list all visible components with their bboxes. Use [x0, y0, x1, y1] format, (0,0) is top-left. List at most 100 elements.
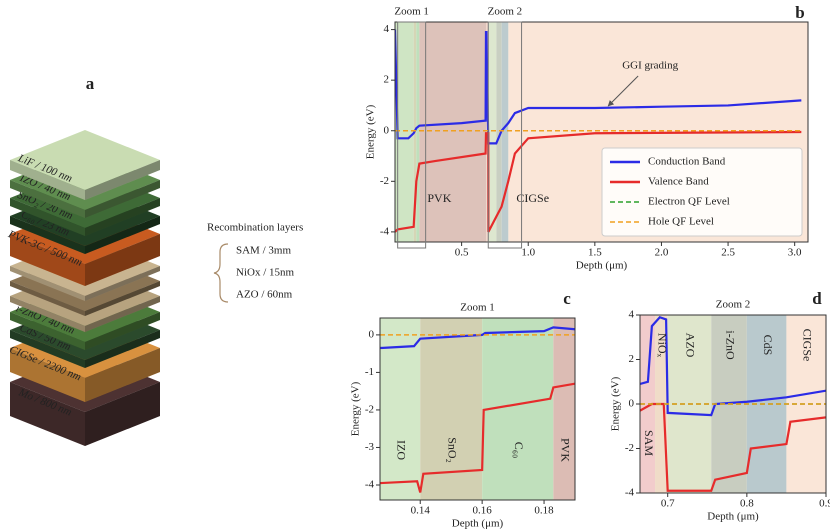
- region-label: PVK: [427, 191, 451, 205]
- panel-label: a: [86, 74, 95, 93]
- layer-shade: [85, 266, 160, 301]
- layer-left: [10, 198, 85, 236]
- layer-shade: [10, 266, 85, 301]
- x-tick-label: 0.8: [740, 498, 754, 510]
- plot-area: [640, 315, 826, 493]
- layer-shade: [85, 160, 160, 200]
- region: [395, 22, 414, 242]
- annotation: GGI grading: [622, 60, 678, 72]
- layer-shade: [85, 216, 160, 254]
- x-tick-label: 3.0: [788, 247, 802, 259]
- annotation-arrow: [607, 75, 639, 107]
- layer-left: [10, 160, 85, 200]
- layer-right: [85, 312, 160, 350]
- layer-shade: [10, 382, 85, 446]
- x-tick-label: 0.16: [473, 505, 493, 517]
- y-axis-label: Energy (eV): [610, 376, 622, 431]
- x-tick-label: 0.9: [819, 498, 830, 510]
- layer-shade: [85, 296, 160, 332]
- region-label: i-ZnO: [723, 330, 737, 360]
- layer-shade: [10, 180, 85, 218]
- y-tick-label: -4: [625, 487, 635, 499]
- x-tick-label: 0.7: [661, 498, 675, 510]
- layer-shade: [10, 216, 85, 254]
- x-tick-label: 0.14: [411, 505, 431, 517]
- y-tick-label: 4: [384, 23, 390, 35]
- x-axis-label: Depth (μm): [576, 260, 628, 272]
- layer-right: [85, 348, 160, 402]
- layer-shade: [85, 281, 160, 316]
- layer-shade: [10, 198, 85, 236]
- y-tick-label: 2: [384, 74, 390, 86]
- layer-right: [85, 216, 160, 254]
- legend-label: Hole QF Level: [648, 216, 714, 228]
- layer-shade: [10, 160, 85, 200]
- axes-frame: [379, 317, 576, 501]
- layer-left: [10, 312, 85, 350]
- y-tick-label: -2: [380, 175, 389, 187]
- layer-shade: [85, 180, 160, 218]
- brace: [213, 243, 229, 303]
- y-tick-label: -1: [365, 366, 374, 378]
- x-tick-label: 1.5: [588, 247, 602, 259]
- legend-label: Conduction Band: [648, 156, 726, 168]
- series-line: [640, 315, 826, 417]
- stack-layer: LiF / 100 nm: [10, 130, 160, 200]
- layer-shade: [85, 234, 160, 286]
- layer-left: [10, 180, 85, 218]
- layer-shade: [10, 312, 85, 350]
- region-label: AZO: [684, 333, 698, 358]
- layer-shade: [85, 348, 160, 402]
- region-label: PVK: [558, 438, 572, 462]
- layer-left: [10, 382, 85, 446]
- layer-left: [10, 216, 85, 254]
- layer-shade: [10, 281, 85, 316]
- x-tick-label: 2.0: [655, 247, 669, 259]
- panel-label: d: [812, 289, 822, 308]
- region: [488, 22, 497, 242]
- layer-right: [85, 382, 160, 446]
- layer-shade: [10, 234, 85, 286]
- zoom-box: [487, 21, 523, 249]
- layer-right: [85, 281, 160, 316]
- chart-title: Zoom 1: [460, 302, 495, 314]
- y-axis-label: Energy (eV): [350, 381, 362, 436]
- axes-frame: [394, 21, 809, 243]
- x-tick-label: 1.0: [521, 247, 535, 259]
- layer-left: [10, 330, 85, 368]
- layer-right: [85, 180, 160, 218]
- x-tick-label: 0.5: [455, 247, 469, 259]
- layer-shade: [85, 330, 160, 368]
- zoom-label: Zoom 2: [488, 6, 523, 18]
- recombination-title: Recombination layers: [207, 222, 303, 234]
- y-tick-label: -2: [365, 403, 374, 415]
- y-tick-label: 2: [629, 353, 635, 365]
- layer-left: [10, 296, 85, 332]
- region: [553, 318, 575, 500]
- series-line: [380, 326, 575, 350]
- region: [419, 22, 486, 242]
- y-tick-label: -3: [365, 441, 375, 453]
- x-axis-label: Depth (μm): [707, 511, 759, 523]
- y-axis-label: Energy (eV): [365, 104, 377, 159]
- y-tick-label: -4: [365, 479, 375, 491]
- recombination-label: AZO / 60nm: [236, 289, 293, 301]
- layer-shade: [10, 348, 85, 402]
- region-label: CIGSe: [800, 329, 814, 362]
- y-tick-label: 4: [629, 309, 635, 321]
- region: [501, 22, 509, 242]
- series-line: [380, 382, 575, 493]
- region-label: CIGSe: [516, 191, 549, 205]
- layer-left: [10, 234, 85, 286]
- layer-shade: [10, 296, 85, 332]
- layer-shade: [10, 330, 85, 368]
- plot-area: [380, 318, 575, 500]
- layer-right: [85, 266, 160, 301]
- x-axis-label: Depth (μm): [452, 518, 504, 529]
- layer-left: [10, 348, 85, 402]
- region-label: SAM: [642, 430, 656, 456]
- y-tick-label: -4: [380, 225, 390, 237]
- panel-label: c: [563, 289, 571, 308]
- region: [416, 22, 420, 242]
